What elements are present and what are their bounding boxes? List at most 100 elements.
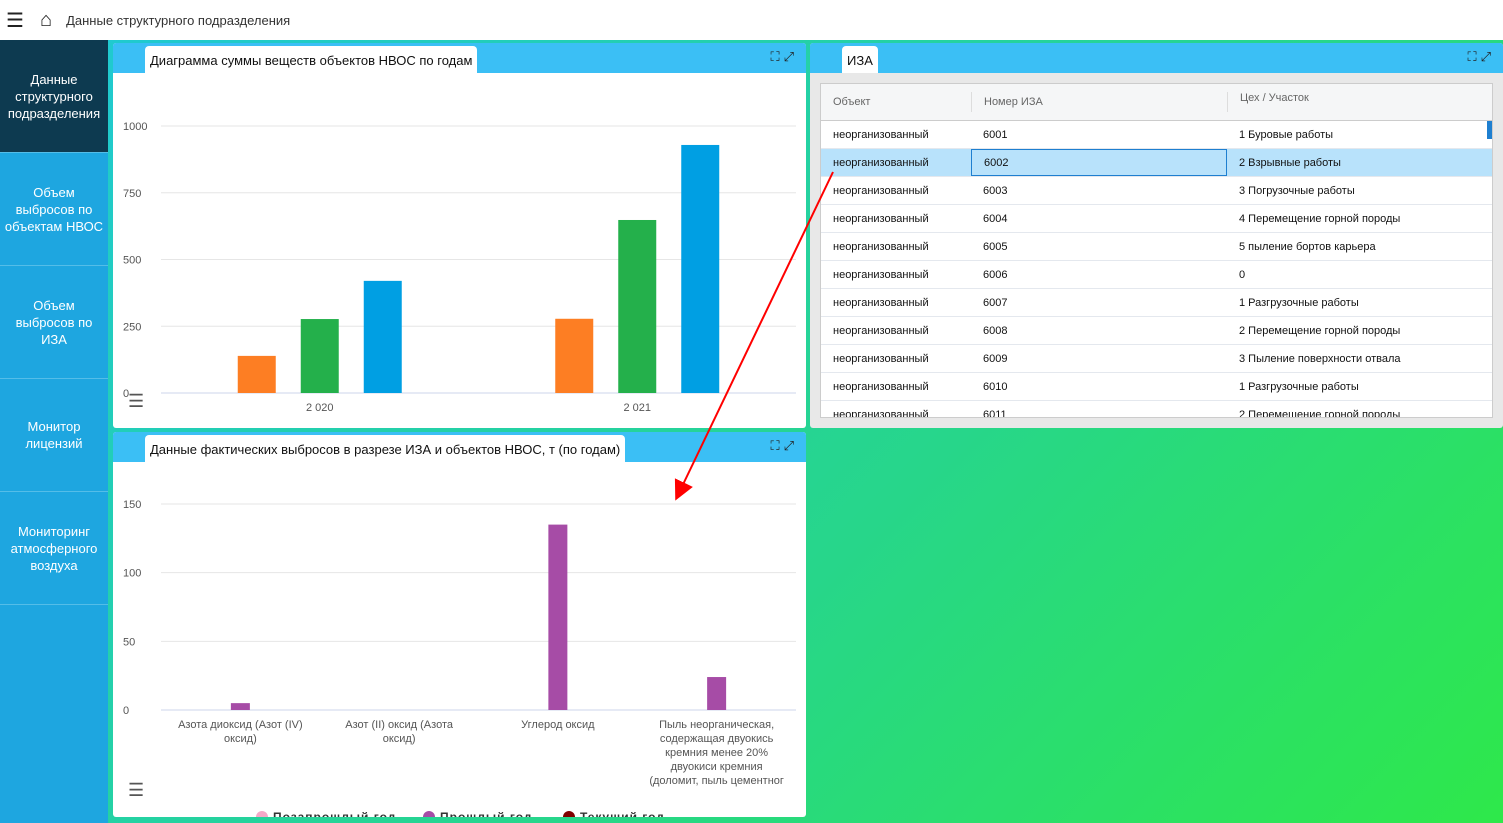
fullscreen-icon[interactable]: ⛶ — [1467, 49, 1481, 64]
table-cell[interactable]: неорганизованный — [833, 408, 929, 418]
x-tick-label: оксид) — [224, 733, 257, 745]
page-title: Данные структурного подразделения — [66, 12, 291, 28]
x-tick-label: (доломит, пыль цементног — [649, 775, 784, 787]
bar[interactable] — [300, 319, 339, 393]
top-bar: ☰ ⌂ Данные структурного подразделения — [0, 0, 1503, 40]
table-cell[interactable]: неорганизованный — [833, 240, 929, 253]
table-cell[interactable]: 4 Перемещение горной породы — [1239, 212, 1401, 225]
sidebar-item-emissions-nvos[interactable]: Объем выбросов по объектам НВОС — [0, 153, 108, 266]
y-tick-label: 750 — [123, 188, 141, 200]
table-cell[interactable]: 6003 — [983, 184, 1008, 197]
table-cell[interactable]: 6007 — [983, 296, 1008, 309]
sidebar-item-unit-data[interactable]: Данные структурного подразделения — [0, 40, 108, 153]
table-row[interactable]: неорганизованный 6005 5 пыление бортов кар… — [821, 233, 1492, 261]
x-tick-label: Азота диоксид (Азот (IV) — [178, 719, 303, 731]
table-row[interactable]: неорганизованный 6011 2 Перемещение горной… — [821, 401, 1492, 418]
column-header[interactable]: Номер ИЗА — [971, 92, 1227, 112]
y-tick-label: 0 — [123, 705, 129, 717]
table-row[interactable]: неорганизованный 6006 0 — [821, 261, 1492, 289]
x-tick-label: Пыль неорганическая, — [659, 719, 774, 731]
table-cell[interactable]: неорганизованный — [833, 156, 929, 169]
table-row[interactable]: неорганизованный 6002 2 Взрывные работы — [821, 149, 1492, 177]
sidebar: Данные структурного подразделения Объем … — [0, 40, 108, 823]
table-cell[interactable]: неорганизованный — [833, 184, 929, 197]
fullscreen-icon[interactable]: ⛶ — [770, 438, 784, 453]
nvos-chart-panel: Диаграмма суммы веществ объектов НВОС по… — [113, 43, 806, 428]
table-cell[interactable]: 6005 — [983, 240, 1008, 253]
bar[interactable] — [618, 219, 657, 393]
bar[interactable] — [555, 318, 594, 393]
table-row[interactable]: неорганизованный 6008 2 Перемещение горной… — [821, 317, 1492, 345]
scrollbar[interactable] — [1487, 121, 1492, 139]
y-tick-label: 500 — [123, 255, 141, 267]
expand-icon[interactable]: ⤢ — [783, 438, 798, 453]
table-row[interactable]: неорганизованный 6001 1 Буровые работы — [821, 121, 1492, 149]
column-header[interactable]: Цех / Участок — [1227, 92, 1492, 112]
table-cell[interactable]: 6010 — [983, 380, 1008, 393]
table-cell[interactable]: 2 Перемещение горной породы — [1239, 324, 1401, 337]
home-icon[interactable]: ⌂ — [40, 8, 53, 31]
y-tick-label: 50 — [123, 636, 135, 648]
x-tick-label: содержащая двуокись — [660, 733, 774, 745]
x-tick-label: 2 020 — [306, 402, 334, 414]
table-row[interactable]: неорганизованный 6007 1 Разгрузочные работ… — [821, 289, 1492, 317]
table-cell[interactable]: 3 Пыление поверхности отвала — [1239, 352, 1401, 365]
table-cell[interactable]: 6011 — [983, 408, 1007, 418]
table-cell[interactable]: 3 Погрузочные работы — [1239, 184, 1355, 197]
table-row[interactable]: неорганизованный 6004 4 Перемещение горной… — [821, 205, 1492, 233]
table-cell[interactable]: неорганизованный — [833, 324, 929, 337]
hamburger-icon[interactable]: ☰ — [6, 9, 24, 32]
table-cell[interactable]: 0 — [1239, 268, 1246, 281]
chart-menu-icon[interactable]: ☰ — [128, 780, 145, 800]
table-cell[interactable]: неорганизованный — [833, 268, 929, 281]
sidebar-item-emissions-iza[interactable]: Объем выбросов по ИЗА — [0, 266, 108, 379]
bar[interactable] — [707, 677, 727, 710]
table-cell[interactable]: 6004 — [983, 212, 1008, 225]
table-cell[interactable]: неорганизованный — [833, 296, 929, 309]
legend-item[interactable]: Позапрошлый год — [273, 810, 396, 817]
table-cell[interactable]: 2 Перемещение горной породы — [1239, 408, 1401, 418]
table-header: Объект Номер ИЗА Цех / Участок — [821, 84, 1492, 121]
table-cell[interactable]: неорганизованный — [833, 352, 929, 365]
bar[interactable] — [363, 280, 402, 393]
table-cell[interactable]: 5 пыление бортов карьера — [1239, 240, 1376, 253]
table-row[interactable]: неорганизованный 6003 3 Погрузочные работы — [821, 177, 1492, 205]
expand-icon[interactable]: ⤢ — [1480, 49, 1495, 64]
column-header[interactable]: Объект — [833, 96, 871, 108]
table-cell[interactable]: 1 Разгрузочные работы — [1239, 380, 1359, 393]
legend-marker — [563, 811, 575, 817]
bar[interactable] — [237, 355, 276, 393]
bar[interactable] — [548, 524, 568, 710]
table-cell[interactable]: 6002 — [971, 149, 1227, 176]
table-cell[interactable]: 6006 — [983, 268, 1008, 281]
table-cell[interactable]: 6009 — [983, 352, 1008, 365]
expand-icon[interactable]: ⤢ — [783, 49, 798, 64]
y-tick-label: 150 — [123, 499, 141, 511]
x-tick-label: оксид) — [383, 733, 416, 745]
table-cell[interactable]: 2 Взрывные работы — [1239, 156, 1341, 169]
chart-menu-icon[interactable]: ☰ — [128, 391, 145, 411]
panel-tab[interactable]: ИЗА — [842, 46, 878, 73]
table-cell[interactable]: 1 Буровые работы — [1239, 128, 1334, 141]
legend-item[interactable]: Текущий год — [580, 810, 665, 817]
table-cell[interactable]: неорганизованный — [833, 212, 929, 225]
x-tick-label: 2 021 — [623, 402, 651, 414]
bar[interactable] — [681, 144, 720, 393]
table-row[interactable]: неорганизованный 6010 1 Разгрузочные работ… — [821, 373, 1492, 401]
panel-tab[interactable]: Данные фактических выбросов в разрезе ИЗ… — [145, 435, 626, 462]
table-cell[interactable]: неорганизованный — [833, 380, 929, 393]
table-cell[interactable]: 6001 — [983, 128, 1008, 141]
x-tick-label: Углерод оксид — [521, 719, 595, 731]
table-cell[interactable]: 6008 — [983, 324, 1008, 337]
sidebar-item-license-monitor[interactable]: Монитор лицензий — [0, 379, 108, 492]
table-cell[interactable]: 1 Разгрузочные работы — [1239, 296, 1359, 309]
table-row[interactable]: неорганизованный 6009 3 Пыление поверхност… — [821, 345, 1492, 373]
sidebar-item-air-monitoring[interactable]: Мониторинг атмосферного воздуха — [0, 492, 108, 605]
bar[interactable] — [230, 703, 250, 710]
legend-item[interactable]: Прошлый год — [440, 810, 533, 817]
y-tick-label: 250 — [123, 321, 141, 333]
table-cell[interactable]: неорганизованный — [833, 128, 929, 141]
panel-tab[interactable]: Диаграмма суммы веществ объектов НВОС по… — [145, 46, 478, 73]
fullscreen-icon[interactable]: ⛶ — [770, 49, 784, 64]
